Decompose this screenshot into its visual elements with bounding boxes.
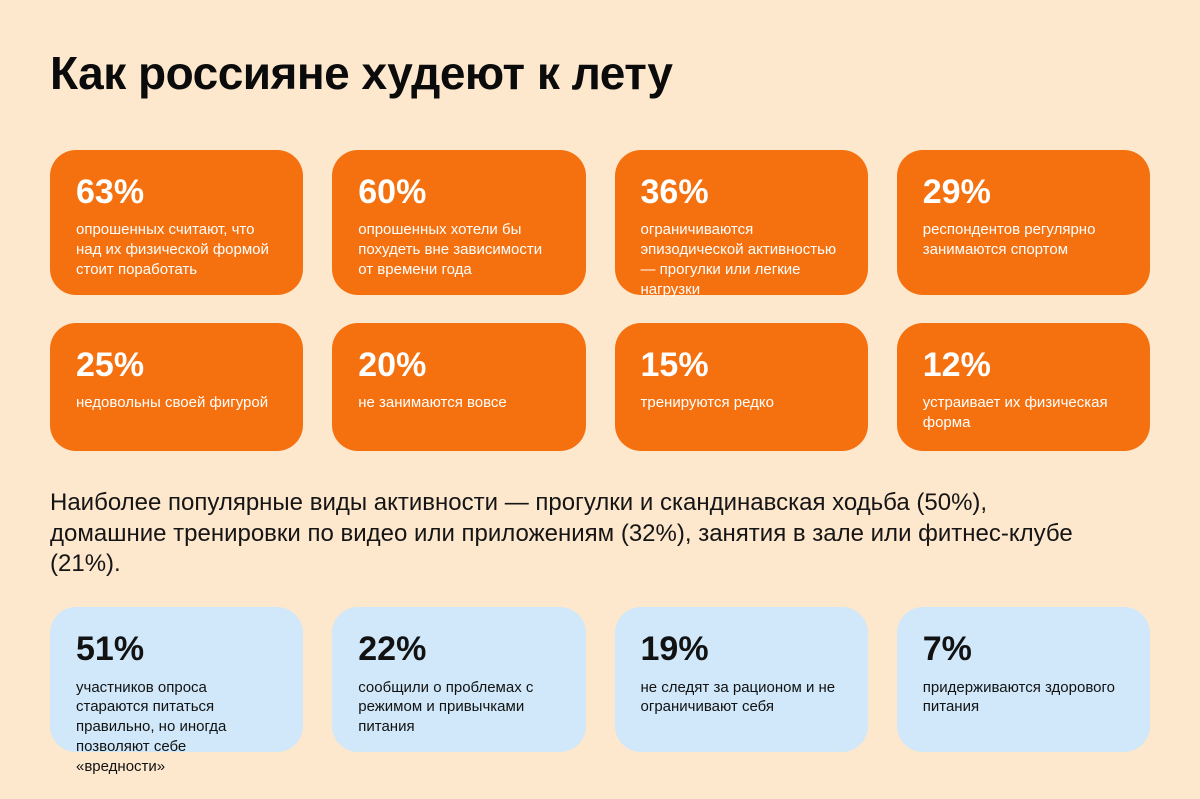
stat-card-36: 36% ограничиваются эпизодической активно… (614, 150, 868, 298)
stat-label: опрошенных считают, что над их физическо… (76, 221, 269, 278)
stat-card-20: 20% не занимаются вовсе (332, 323, 586, 451)
stat-value: 51% (76, 630, 145, 669)
stat-label: придерживаются здорового питания (922, 678, 1115, 716)
stat-label: недовольны своей фигурой (76, 394, 269, 412)
stat-label: опрошенных хотели бы похудеть вне зависи… (358, 221, 543, 278)
stat-label: устраивает их физическая форма (922, 394, 1108, 432)
stat-card-12: 12% устраивает их физическая форма (896, 323, 1150, 451)
stat-value: 15% (640, 346, 709, 384)
fitness-stats-row-2: 25% недовольны своей фигурой 20% не зани… (50, 323, 1150, 451)
stat-label: не следят за рационом и не ограничивают … (640, 678, 836, 716)
stat-value: 36% (640, 173, 709, 211)
stat-card-25: 25% недовольны своей фигурой (50, 323, 304, 451)
stat-card-22: 22% сообщили о проблемах с режимом и при… (332, 607, 586, 753)
stat-label: ограничиваются эпизодической активностью… (640, 221, 837, 298)
stat-label: сообщили о проблемах с режимом и привычк… (358, 678, 534, 736)
stat-card-51: 51% участников опроса стараются питаться… (50, 607, 304, 775)
stat-card-60: 60% опрошенных хотели бы похудеть вне за… (332, 150, 586, 295)
stat-value: 19% (640, 630, 709, 669)
stat-value: 7% (922, 630, 972, 669)
stat-value: 12% (922, 346, 991, 384)
stat-label: респондентов регулярно занимаются спорто… (922, 221, 1096, 259)
stat-card-7: 7% придерживаются здорового питания (896, 607, 1150, 753)
stat-value: 25% (76, 346, 145, 384)
stat-label: не занимаются вовсе (358, 394, 507, 412)
stat-value: 22% (358, 630, 427, 669)
stat-value: 60% (358, 173, 427, 211)
stat-card-29: 29% респондентов регулярно занимаются сп… (896, 150, 1150, 295)
stat-card-19: 19% не следят за рационом и не ограничив… (614, 607, 868, 753)
stat-card-63: 63% опрошенных считают, что над их физич… (50, 150, 304, 295)
stat-value: 63% (76, 173, 145, 211)
fitness-stats-row-1: 63% опрошенных считают, что над их физич… (50, 150, 1150, 298)
page-title: Как россияне худеют к лету (50, 47, 673, 99)
stat-label: тренируются редко (640, 394, 774, 412)
nutrition-stats-row: 51% участников опроса стараются питаться… (50, 607, 1150, 775)
stat-value: 20% (358, 346, 427, 384)
stat-value: 29% (922, 173, 991, 211)
stat-label: участников опроса стараются питаться пра… (76, 678, 227, 775)
stat-card-15: 15% тренируются редко (614, 323, 868, 451)
activity-summary: Наиболее популярные виды активности — пр… (50, 489, 1073, 578)
